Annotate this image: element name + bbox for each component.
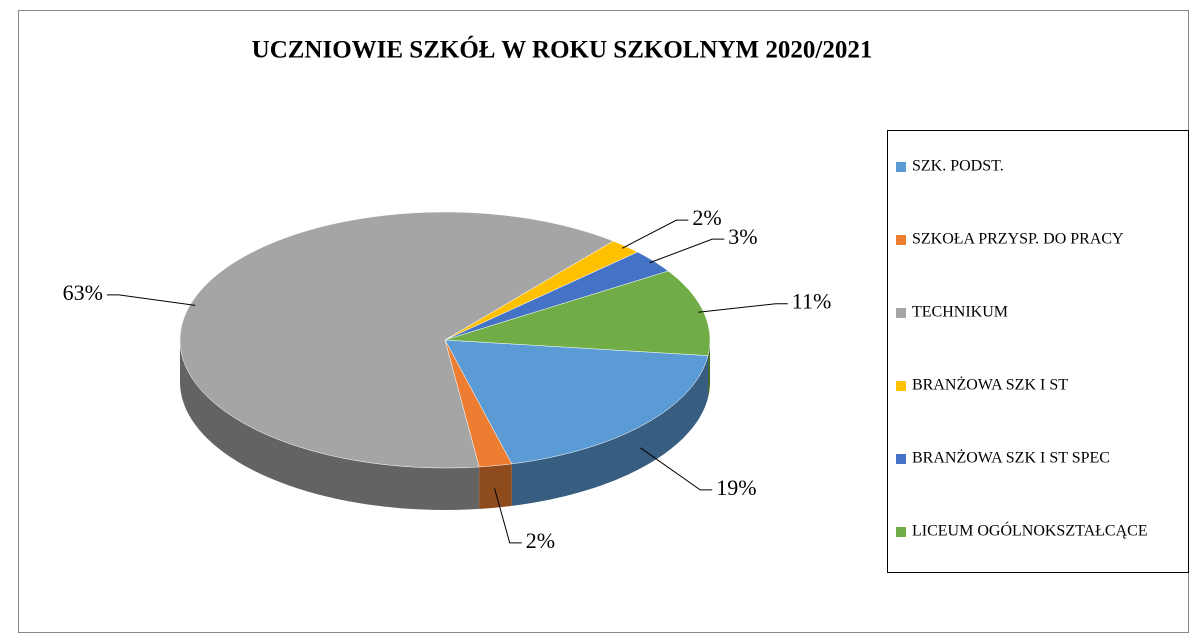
data-label: 2% [526, 528, 555, 553]
data-label: 63% [63, 280, 103, 305]
slice-side [479, 463, 512, 509]
legend-swatch [896, 381, 906, 391]
legend-swatch [896, 162, 906, 172]
data-label: 2% [692, 205, 721, 230]
data-label: 3% [728, 224, 757, 249]
chart-title: UCZNIOWIE SZKÓŁ W ROKU SZKOLNYM 2020/202… [252, 36, 873, 64]
leader-line [649, 238, 725, 264]
legend-label: TECHNIKUM [912, 304, 1008, 321]
legend-swatch [896, 454, 906, 464]
leader-line [698, 303, 788, 313]
legend-swatch [896, 235, 906, 245]
legend-swatch [896, 527, 906, 537]
legend-label: BRANŻOWA SZK I ST SPEC [912, 449, 1110, 467]
legend-label: LICEUM OGÓLNOKSZTAŁCĄCE [912, 521, 1148, 540]
legend-label: SZKOŁA PRZYSP. DO PRACY [912, 231, 1124, 248]
data-label: 11% [792, 289, 832, 314]
slice-side [180, 340, 480, 510]
legend-swatch [896, 308, 906, 318]
leader-line [106, 294, 196, 306]
leader-line [621, 219, 689, 249]
legend-label: SZK. PODST. [912, 158, 1004, 175]
legend-label: BRANŻOWA SZK I ST [912, 376, 1068, 394]
slice-side [511, 355, 709, 506]
leader-line [640, 447, 713, 491]
slice [444, 339, 513, 468]
data-label: 19% [716, 475, 756, 500]
legend-box [887, 130, 1189, 573]
slice [444, 339, 709, 465]
leader-line [494, 488, 522, 544]
